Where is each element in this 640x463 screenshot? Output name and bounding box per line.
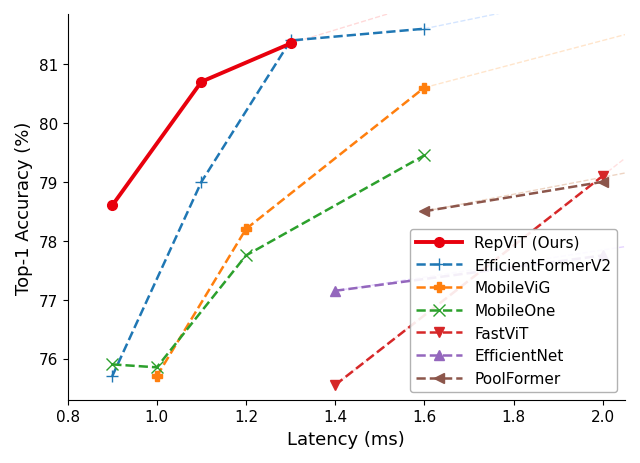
EfficientFormerV2 bbox=[108, 374, 116, 379]
MobileViG bbox=[153, 374, 161, 379]
EfficientNet bbox=[599, 253, 607, 259]
Legend: RepViT (Ours), EfficientFormerV2, MobileViG, MobileOne, FastViT, EfficientNet, P: RepViT (Ours), EfficientFormerV2, Mobile… bbox=[410, 230, 618, 392]
Line: RepViT (Ours): RepViT (Ours) bbox=[108, 39, 296, 211]
Line: EfficientNet: EfficientNet bbox=[330, 251, 607, 296]
Line: PoolFormer: PoolFormer bbox=[419, 178, 607, 217]
RepViT (Ours) bbox=[198, 80, 205, 85]
FastViT bbox=[332, 382, 339, 388]
Line: MobileViG: MobileViG bbox=[152, 83, 429, 381]
MobileOne bbox=[153, 365, 161, 370]
MobileViG bbox=[242, 227, 250, 232]
MobileOne bbox=[420, 153, 428, 159]
Y-axis label: Top-1 Accuracy (%): Top-1 Accuracy (%) bbox=[15, 121, 33, 294]
EfficientFormerV2 bbox=[420, 27, 428, 32]
PoolFormer bbox=[420, 209, 428, 214]
PoolFormer bbox=[599, 180, 607, 185]
MobileOne bbox=[242, 253, 250, 259]
FastViT bbox=[599, 174, 607, 179]
MobileOne bbox=[108, 362, 116, 367]
X-axis label: Latency (ms): Latency (ms) bbox=[287, 430, 405, 448]
EfficientFormerV2 bbox=[198, 180, 205, 185]
EfficientNet bbox=[332, 288, 339, 294]
RepViT (Ours) bbox=[287, 42, 294, 47]
MobileViG bbox=[420, 86, 428, 91]
Line: FastViT: FastViT bbox=[330, 172, 607, 390]
EfficientFormerV2 bbox=[287, 38, 294, 44]
RepViT (Ours) bbox=[108, 203, 116, 209]
Line: EfficientFormerV2: EfficientFormerV2 bbox=[106, 24, 431, 382]
Line: MobileOne: MobileOne bbox=[107, 150, 430, 373]
